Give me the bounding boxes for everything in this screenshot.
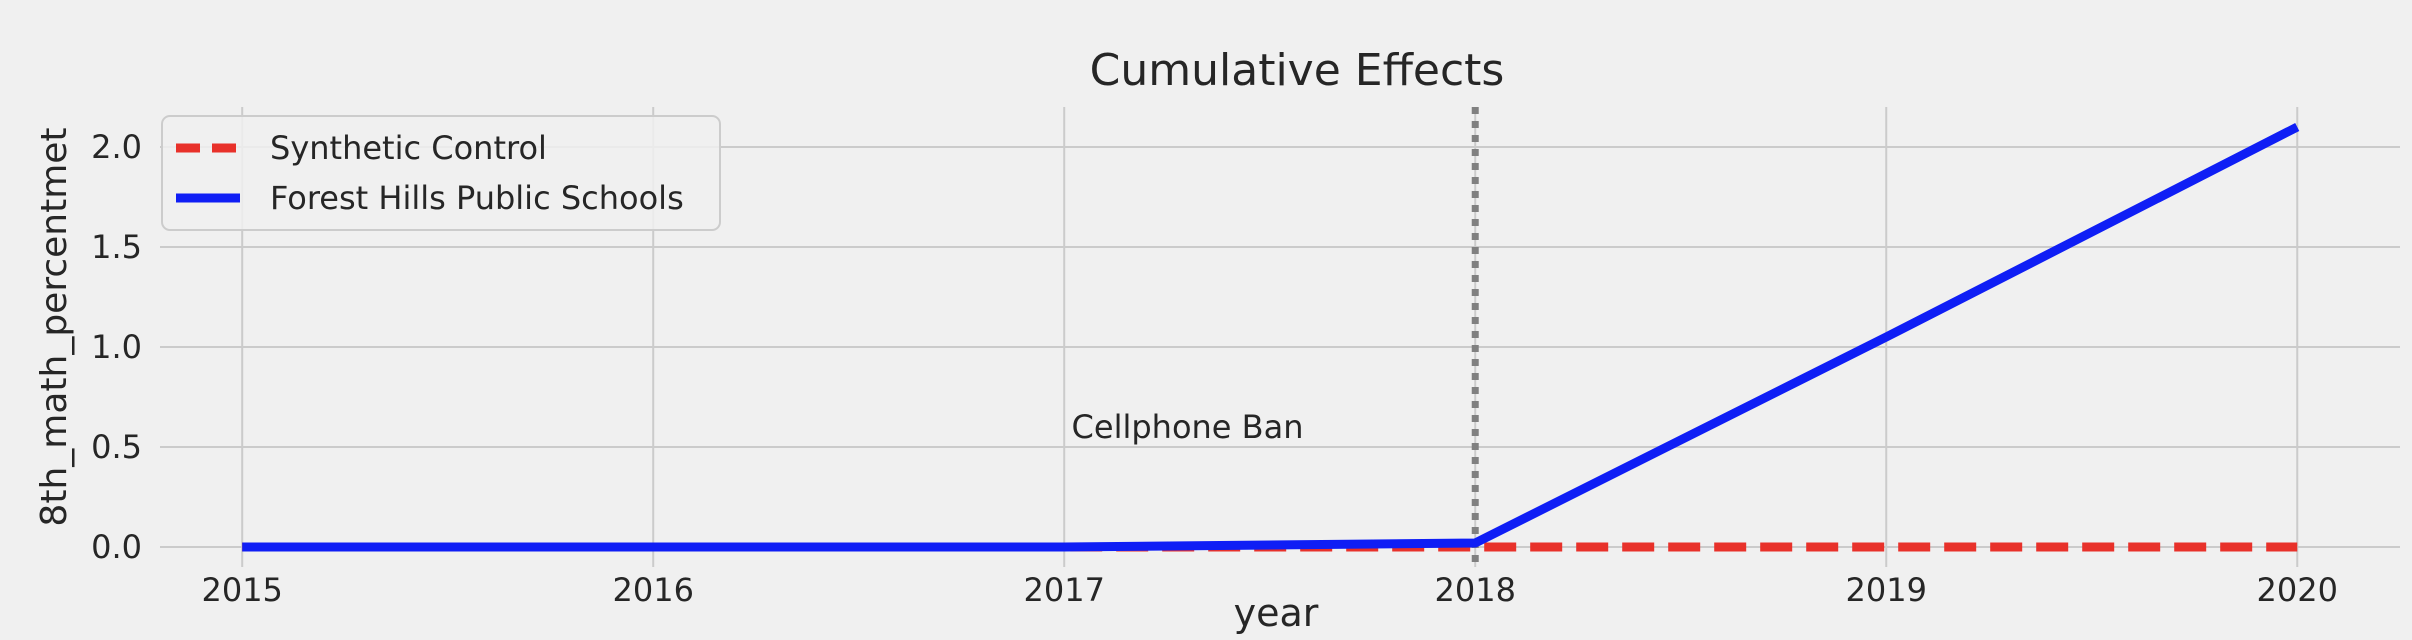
x-tick-label: 2016 (612, 571, 693, 609)
x-tick-label: 2018 (1435, 571, 1516, 609)
x-tick-label: 2019 (1846, 571, 1927, 609)
y-tick-labels: 0.0 0.5 1.0 1.5 2.0 (91, 128, 142, 566)
series-lines (242, 122, 2300, 552)
x-tick-label: 2020 (2257, 571, 2338, 609)
y-tick-label: 1.5 (91, 228, 142, 266)
x-tick-labels: 2015 2016 2017 2018 2019 2020 (201, 571, 2337, 609)
y-axis-label: 8th_math_percentmet (34, 127, 75, 526)
legend-box (161, 115, 721, 231)
legend-label: Synthetic Control (270, 129, 547, 167)
y-tick-label: 0.5 (91, 428, 142, 466)
annotations: Cellphone Ban (1072, 408, 1304, 446)
legend: Synthetic Control Forest Hills Public Sch… (161, 115, 721, 231)
x-axis-label: year (1234, 591, 1319, 635)
legend-label: Forest Hills Public Schools (270, 179, 684, 217)
annotation-label: Cellphone Ban (1072, 408, 1304, 446)
x-tick-label: 2017 (1024, 571, 1105, 609)
x-tick-label: 2015 (201, 571, 282, 609)
chart-title: Cumulative Effects (1090, 45, 1505, 96)
forest-hills-line (242, 122, 2300, 552)
y-tick-label: 0.0 (91, 528, 142, 566)
y-tick-label: 1.0 (91, 328, 142, 366)
y-tick-label: 2.0 (91, 128, 142, 166)
